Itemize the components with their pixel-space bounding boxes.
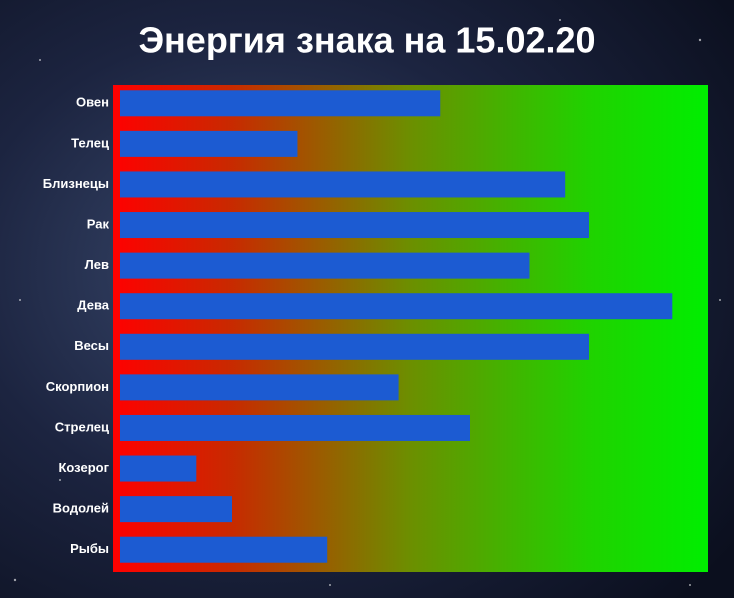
bar xyxy=(120,171,566,198)
y-tick-label: Овен xyxy=(76,95,109,110)
bar xyxy=(120,252,530,279)
y-tick-label: Скорпион xyxy=(46,379,109,394)
bar xyxy=(120,496,232,523)
bar xyxy=(120,414,470,441)
stars xyxy=(13,19,721,586)
y-tick-label: Весы xyxy=(74,338,109,353)
y-tick-label: Водолей xyxy=(53,501,109,516)
bar xyxy=(120,536,328,563)
bar xyxy=(120,333,589,360)
y-tick-label: Козерог xyxy=(58,460,109,475)
y-tick-label: Лев xyxy=(85,257,109,272)
bar xyxy=(120,130,298,157)
bar xyxy=(120,455,197,482)
plot-area xyxy=(113,85,708,572)
y-tick-label: Рак xyxy=(87,216,110,231)
y-tick-label: Дева xyxy=(77,298,109,313)
bar xyxy=(120,293,673,320)
y-tick-label: Телец xyxy=(71,135,109,150)
chart-title: Энергия знака на 15.02.20 xyxy=(138,20,595,61)
y-tick-label: Рыбы xyxy=(70,541,109,556)
bar xyxy=(120,90,441,117)
y-tick-label: Стрелец xyxy=(55,419,109,434)
y-tick-label: Близнецы xyxy=(43,176,109,191)
bar xyxy=(120,212,589,239)
bar xyxy=(120,374,399,401)
